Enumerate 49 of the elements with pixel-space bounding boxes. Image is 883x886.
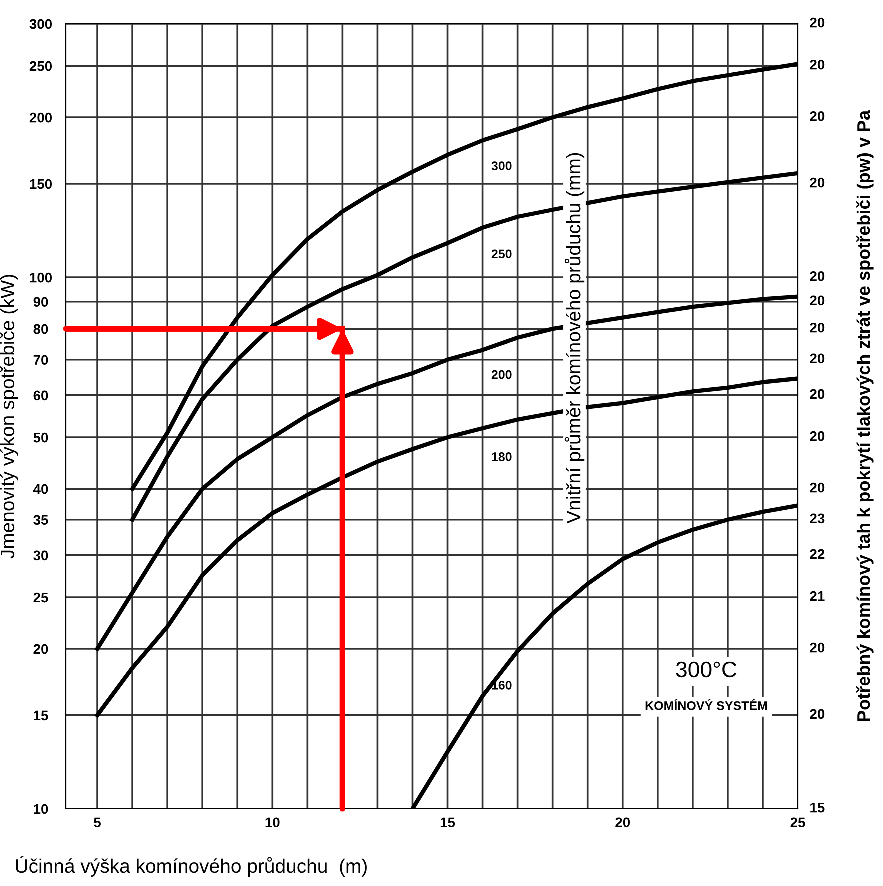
x-tick-label: 10: [266, 818, 280, 828]
text: 20: [810, 178, 825, 188]
x-tick-label: 20: [616, 818, 630, 828]
y-tick-label: 60: [34, 390, 48, 401]
y-axis-title: Jmenovitý výkon spotřebiče (kW): [0, 275, 18, 559]
text: 20: [810, 389, 825, 400]
text: 20: [810, 354, 825, 364]
series-label: 300: [492, 162, 512, 170]
text: 21: [810, 591, 825, 602]
y-tick-label: 150: [30, 179, 52, 190]
y-tick-label: 90: [34, 297, 48, 308]
text: 22: [810, 549, 825, 560]
x-axis-title: Účinná výška komínového průduchu (m): [16, 856, 367, 877]
text: 20: [810, 296, 825, 306]
y-tick-label: 40: [33, 484, 48, 494]
y-tick-label: 300: [30, 19, 52, 30]
text: 20: [810, 322, 825, 333]
text: 23: [810, 514, 825, 524]
y-tick-label: 250: [30, 61, 52, 72]
text: 20: [810, 18, 825, 28]
x-tick-label: 5: [94, 818, 101, 828]
series-label: 200: [492, 370, 512, 380]
y-tick-label: 80: [34, 324, 48, 334]
text: 20: [810, 482, 825, 493]
y-tick-label: 35: [34, 515, 48, 526]
series-label: 250: [492, 250, 512, 259]
x-tick-label: 25: [790, 818, 806, 828]
text: 20: [810, 642, 825, 653]
text: 20: [810, 111, 825, 122]
y-tick-label: 30: [34, 550, 48, 561]
y-tick-label: 25: [34, 592, 48, 603]
text: 180: [492, 452, 512, 462]
annotation: 300°C: [676, 662, 737, 678]
legend-title: Vnitřní průměr komínového průduchu (mm): [564, 153, 585, 524]
text: 15: [810, 803, 825, 813]
y2-axis-title: Potřebný komínový tah k pokrytí tlakových ztrát ve spotřebiči (pw) v Pa: [856, 110, 874, 722]
text: 20: [810, 271, 825, 282]
y-tick-label: 200: [30, 112, 52, 123]
text: 20: [810, 60, 825, 70]
y-tick-label: 100: [30, 272, 52, 283]
y-tick-label: 50: [34, 432, 48, 443]
x-tick-label: 15: [440, 818, 456, 828]
y-tick-label: 15: [34, 710, 48, 721]
y-tick-label: 70: [34, 355, 48, 366]
text: 20: [810, 709, 825, 720]
y-tick-label: 20: [34, 644, 48, 654]
annotation: KOMÍNOVÝ SYSTÉM: [646, 699, 768, 710]
text: 20: [810, 431, 825, 442]
y-tick-label: 10: [34, 804, 48, 814]
